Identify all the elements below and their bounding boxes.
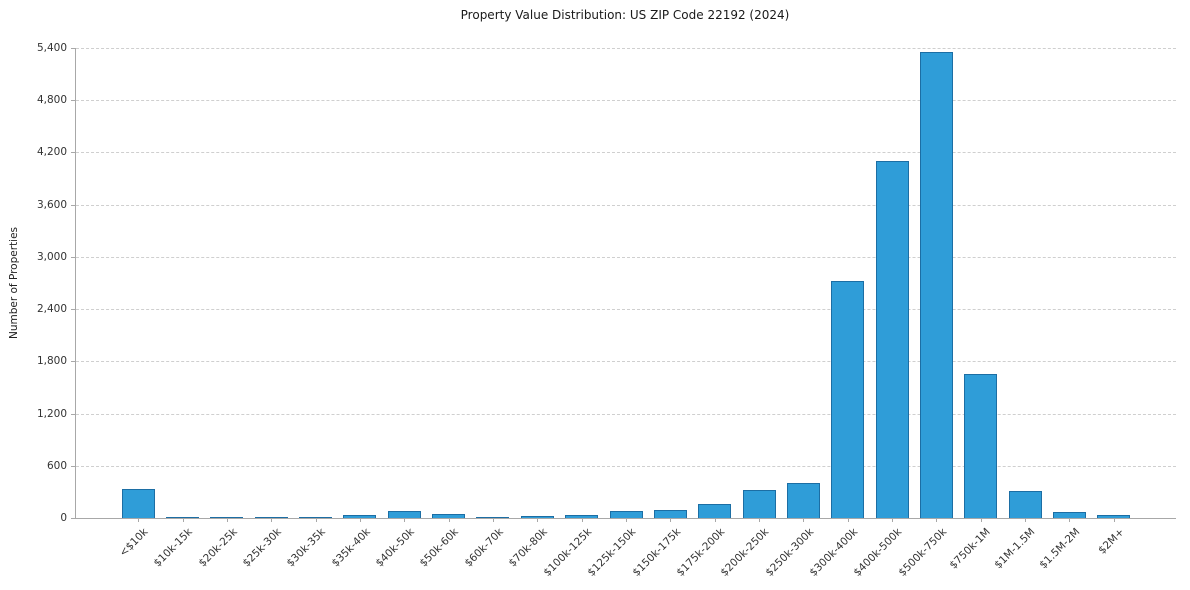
y-tick-label: 5,400 (36, 42, 67, 54)
x-tick-label: $35k-40k (329, 526, 373, 570)
x-tick-mark (1069, 518, 1071, 522)
x-tick-label: $10k-15k (151, 526, 196, 570)
y-tick-label: 4,200 (36, 146, 67, 159)
bar (121, 489, 155, 518)
x-tick-mark (537, 518, 539, 522)
bar (520, 516, 554, 518)
gridline (76, 48, 1176, 49)
y-tick-label: 1,200 (36, 407, 67, 420)
y-tick-label: 4,800 (36, 94, 67, 107)
y-tick-label: 0 (60, 512, 67, 524)
x-tick-mark (182, 518, 184, 522)
y-tick-label: 2,400 (36, 303, 67, 316)
bar (875, 161, 909, 518)
y-axis-label: Number of Properties (8, 226, 20, 340)
x-tick-mark (980, 518, 982, 522)
x-tick-label: $750k-1M (947, 526, 994, 572)
chart-title: Property Value Distribution: US ZIP Code… (460, 8, 790, 22)
x-tick-mark (448, 518, 450, 522)
gridline (76, 361, 1176, 363)
gridline (76, 100, 1176, 102)
y-tick-mark (71, 309, 76, 311)
x-tick-label: $20k-25k (195, 526, 240, 570)
x-tick-mark (670, 518, 672, 522)
bar (343, 514, 377, 518)
bar (432, 514, 466, 518)
bar (786, 483, 820, 518)
bar (254, 517, 288, 518)
y-tick-mark (71, 48, 76, 49)
gridline (76, 465, 1176, 467)
x-tick-mark (492, 518, 494, 522)
x-tick-mark (847, 518, 849, 522)
x-tick-label: $1.5M-2M (1036, 526, 1082, 572)
x-tick-mark (315, 518, 317, 522)
x-tick-mark (138, 518, 140, 522)
x-tick-mark (759, 518, 761, 522)
x-tick-label: $50k-60k (417, 526, 462, 570)
y-tick-label: 3,000 (36, 250, 67, 263)
x-tick-mark (803, 518, 805, 522)
bar (742, 490, 776, 518)
bar (1008, 491, 1042, 518)
bar (387, 511, 421, 518)
y-tick-label: 600 (46, 459, 67, 472)
x-tick-mark (226, 518, 228, 522)
x-tick-label: $30k-35k (284, 526, 329, 570)
y-tick-mark (71, 413, 76, 415)
x-tick-mark (1025, 518, 1027, 522)
x-tick-label: $2M+ (1095, 526, 1127, 557)
x-tick-mark (714, 518, 716, 522)
x-tick-mark (936, 518, 938, 522)
y-tick-mark (71, 204, 76, 206)
bar (1052, 511, 1086, 518)
y-tick-mark (71, 361, 76, 363)
y-tick-mark (71, 518, 76, 519)
bar (653, 510, 687, 518)
x-tick-mark (359, 518, 361, 522)
y-tick-mark (71, 465, 76, 467)
bar (565, 514, 599, 518)
x-tick-mark (271, 518, 273, 522)
y-tick-mark (71, 256, 76, 258)
gridline (76, 309, 1176, 311)
bar (698, 504, 732, 518)
y-tick-mark (71, 100, 76, 102)
x-tick-label: $70k-80k (506, 526, 550, 570)
gridline (76, 152, 1176, 154)
bar (831, 281, 865, 518)
x-tick-mark (404, 518, 406, 522)
x-tick-mark (892, 518, 894, 522)
x-tick-label: $1M-1.5M (992, 526, 1038, 572)
y-tick-label: 3,600 (36, 198, 67, 211)
gridline (76, 256, 1176, 258)
x-tick-mark (581, 518, 583, 522)
y-tick-label: 1,800 (36, 355, 67, 368)
x-tick-label: $25k-30k (240, 526, 284, 570)
x-tick-label: $60k-70k (462, 526, 506, 570)
x-tick-mark (1113, 518, 1115, 522)
gridline (76, 413, 1176, 415)
x-tick-label: $40k-50k (373, 526, 417, 570)
x-tick-label: <$10k (117, 526, 151, 560)
bar (964, 374, 998, 518)
bar (1097, 514, 1131, 518)
y-tick-mark (71, 152, 76, 154)
bar (476, 517, 510, 518)
bar (166, 516, 200, 518)
bar (299, 517, 333, 518)
bar (919, 52, 953, 518)
x-tick-mark (626, 518, 627, 522)
bar (609, 510, 643, 518)
plot-area: 0 600 1,200 1,800 2,400 3,000 3,600 4,200 4,800 5… (37, 42, 1176, 579)
gridline (76, 204, 1176, 206)
bar (210, 517, 244, 518)
